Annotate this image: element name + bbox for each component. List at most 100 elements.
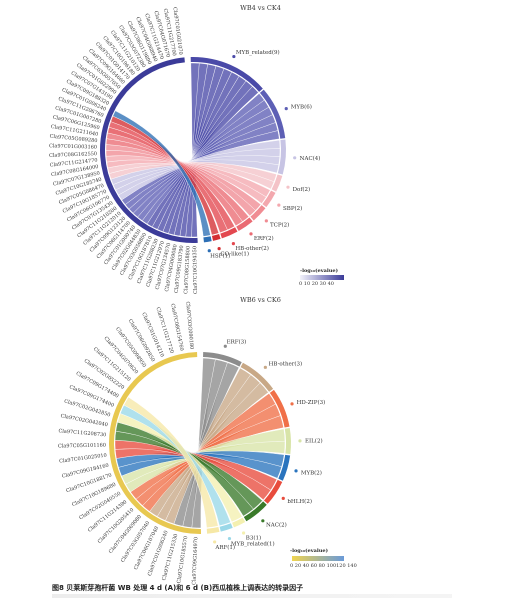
caption-english-line [52, 594, 452, 598]
tf-label: CO-like(1) [220, 250, 249, 257]
tf-segment [203, 352, 242, 367]
legend-b-title: -log₁₀(evalue) [290, 548, 328, 554]
tf-marker [298, 439, 302, 443]
tf-segment [220, 227, 238, 239]
tf-marker [213, 540, 217, 544]
figure-caption: 图8 贝莱斯芽孢杆菌 WB 处理 4 d (A)和 6 d (B)西瓜植株上调表… [52, 584, 304, 592]
tf-segment [277, 139, 286, 175]
tf-marker [223, 344, 227, 348]
chord-panel-a: MYB_related(9) MYB(6) NAC(4) Dof(2) SBP(2) TC… [49, 7, 321, 294]
tf-marker [290, 402, 294, 406]
tf-marker [207, 249, 211, 253]
ribbon [123, 396, 219, 528]
tf-segment [284, 427, 291, 455]
gene-label: Cla97C08G158800 [183, 246, 191, 294]
tf-label: Dof(2) [293, 186, 311, 193]
gene-label: Cla97C03G090180 [184, 301, 194, 349]
tf-label: EIL(2) [305, 438, 323, 445]
tf-label: NAC(2) [266, 522, 287, 529]
tf-marker [231, 242, 235, 246]
ribbon [115, 421, 254, 517]
ribbon [112, 110, 211, 237]
tf-marker [263, 365, 267, 369]
legend-a-ticks: 0 10 20 30 40 [299, 281, 334, 287]
gene-label: Cla97C08G162550 [49, 151, 97, 159]
tf-label: MYB_related(9) [236, 49, 280, 56]
tf-segment [219, 523, 233, 532]
tf-label: HB-other(3) [269, 361, 303, 368]
tf-segment [262, 190, 276, 208]
tf-marker [242, 531, 246, 535]
tf-marker [281, 496, 285, 500]
ribbon [106, 132, 243, 227]
gene-label: Cla97C01G003160 [49, 143, 97, 150]
tf-label: MYB(6) [291, 104, 312, 111]
legend-b-colorbar [292, 556, 344, 561]
tf-segment [250, 205, 266, 221]
ribbon [120, 404, 231, 526]
ribbon [110, 115, 220, 236]
tf-label: HSF(1) [210, 253, 230, 260]
ribbon [121, 130, 280, 205]
ribbon [117, 413, 243, 523]
gene-label: Cla97C09G164970 [191, 537, 199, 585]
tf-marker [294, 469, 298, 473]
tf-segment [232, 517, 246, 528]
tf-label: MYB(2) [301, 469, 322, 476]
tf-segment [236, 217, 253, 232]
ribbon [116, 452, 282, 479]
ribbon [108, 121, 228, 233]
tf-segment [240, 362, 274, 392]
gene-label: Cla97C05G101160 [58, 443, 106, 450]
chord-panel-b: ERF(3) HB-other(3) HD-ZIP(3) EIL(2) MYB(2) bH… [58, 301, 325, 585]
tf-segment [243, 501, 267, 522]
legend-b-ticks: 0 20 40 60 80 100120 140 [290, 563, 357, 569]
panel-a-title: WB4 vs CK4 [240, 4, 281, 12]
ribbon [146, 86, 259, 228]
ribbons [114, 357, 286, 529]
ribbon [173, 362, 240, 527]
gene-label: Cla97C01G025010 [59, 453, 107, 465]
tf-label: NAC(4) [300, 155, 321, 162]
ribbon [105, 144, 256, 217]
tf-segment [271, 174, 283, 192]
tf-marker [232, 54, 236, 59]
tf-label: ERF(3) [227, 338, 247, 345]
ribbon [114, 440, 272, 501]
ribbon [130, 415, 284, 500]
ribbon [121, 440, 286, 485]
tf-marker [227, 536, 232, 541]
tf-marker [277, 203, 281, 207]
tf-marker [264, 219, 268, 223]
tf-label: SBP(2) [283, 205, 302, 212]
tf-segment [269, 389, 290, 428]
gene-label: Cla97C10G194350 [192, 246, 199, 294]
tf-label: HB-other(2) [235, 245, 269, 252]
tf-label: HD-ZIP(3) [297, 399, 326, 406]
tf-label: MYB_related(1) [231, 540, 275, 547]
panel-b-title: WB6 vs CK6 [240, 296, 281, 304]
ribbon [107, 161, 275, 190]
tf-label: bHLH(2) [287, 498, 312, 505]
gene-label: Cla97C11G208730 [58, 428, 106, 438]
tf-marker [286, 185, 290, 189]
tf-label: TCP(2) [270, 221, 289, 228]
gene-label: Cla97C09G183790 [174, 245, 186, 293]
tf-marker [261, 519, 265, 523]
tf-segment [203, 236, 212, 243]
tf-marker [217, 246, 221, 251]
tf-label: B3(1) [246, 534, 261, 541]
gene-label: Cla97C01G021070 [171, 7, 183, 55]
ribbon [110, 159, 279, 185]
gene-label: Cla97C10G185570 [176, 536, 189, 584]
tf-marker [284, 107, 288, 111]
tf-marker [293, 156, 297, 160]
tf-segment [206, 527, 220, 534]
legend-a-title: -log₁₀(evalue) [300, 268, 338, 274]
tf-segment [190, 57, 263, 92]
gene-label: Cla97C05G089280 [49, 134, 97, 145]
tf-marker [249, 232, 253, 236]
tf-segment [263, 479, 283, 504]
tf-label: ARF(1) [214, 544, 235, 551]
